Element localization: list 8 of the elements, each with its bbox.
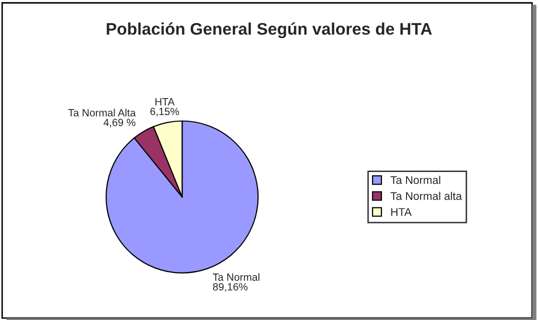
data-label: HTA 6,15%: [150, 98, 180, 116]
legend-label: Ta Normal: [390, 176, 440, 184]
chart-title: Población General Según valores de HTA: [106, 22, 432, 38]
legend-label: Ta Normal alta: [390, 192, 462, 200]
data-label: Ta Normal Alta 4,69 %: [68, 108, 136, 128]
data-label: Ta Normal 89,16%: [212, 273, 260, 292]
pie-slice: [106, 120, 259, 274]
legend-label: HTA: [391, 208, 412, 216]
